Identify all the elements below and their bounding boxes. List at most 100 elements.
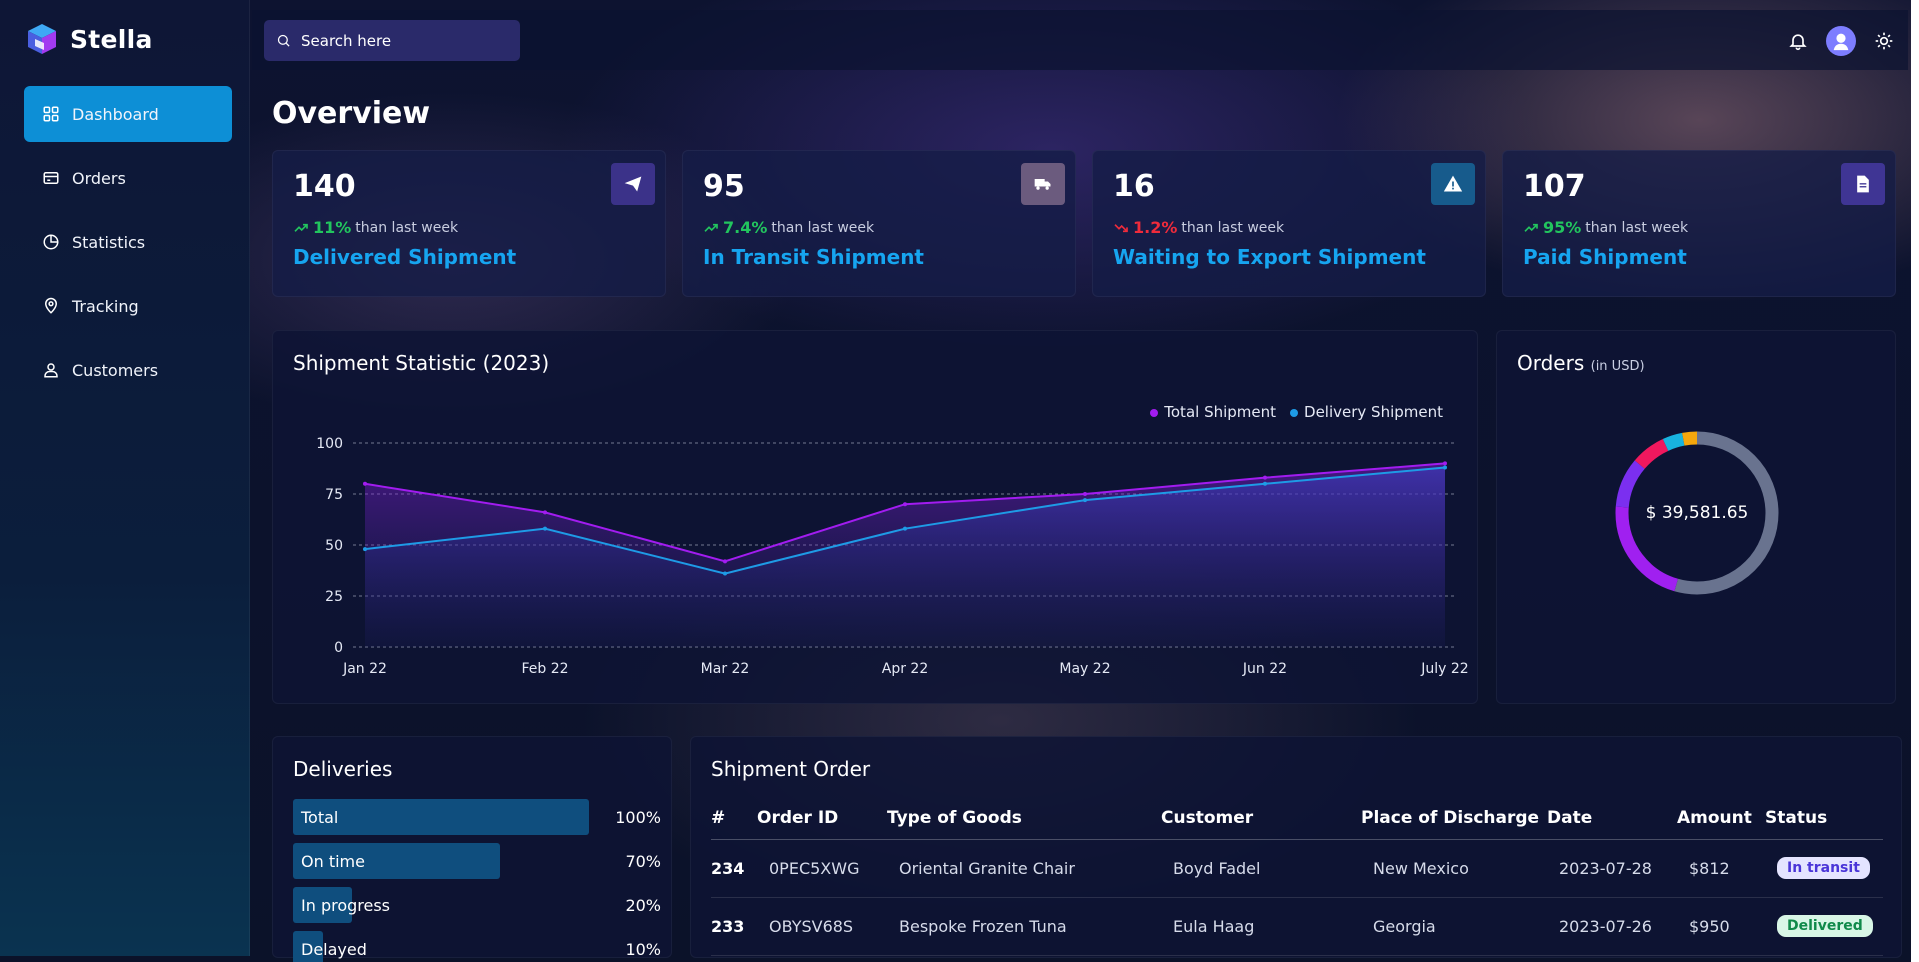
delivery-label: In progress (301, 896, 391, 915)
bell-icon[interactable] (1788, 31, 1808, 51)
delivery-percent: 20% (625, 896, 661, 915)
window-edge (1911, 0, 1919, 962)
delivery-percent: 100% (615, 808, 661, 827)
kpi-card-paid[interactable]: 107 95% than last week Paid Shipment (1502, 150, 1896, 297)
data-point[interactable] (1263, 481, 1267, 486)
kpi-card-in-transit[interactable]: 95 7.4% than last week In Transit Shipme… (682, 150, 1076, 297)
kpi-suffix: than last week (771, 219, 875, 236)
data-point[interactable] (543, 526, 547, 531)
data-point[interactable] (723, 571, 727, 576)
data-point[interactable] (363, 481, 367, 486)
x-tick-label: Jun 22 (1242, 661, 1287, 677)
trend-down-icon (1114, 223, 1128, 232)
data-point[interactable] (903, 526, 907, 531)
search-box[interactable] (264, 20, 520, 61)
col-header[interactable]: Status (1765, 797, 1883, 840)
kpi-card-delivered[interactable]: 140 11% than last week Delivered Shipmen… (272, 150, 666, 297)
y-tick-label: 25 (325, 589, 343, 605)
sidebar-item-dashboard[interactable]: Dashboard (24, 86, 232, 142)
app-name: Stella (70, 24, 153, 54)
shipment-order-table: # Order ID Type of Goods Customer Place … (711, 797, 1883, 956)
cell-order-id: 0PEC5XWG (757, 839, 887, 898)
kpi-icon-box (1431, 163, 1475, 205)
cell-place: Georgia (1361, 897, 1547, 956)
kpi-icon-box (1841, 163, 1885, 205)
kpi-row: 140 11% than last week Delivered Shipmen… (272, 150, 1896, 297)
col-header[interactable]: Place of Discharge (1361, 797, 1547, 840)
sidebar-item-tracking[interactable]: Tracking (24, 278, 232, 334)
status-badge: Delivered (1777, 915, 1873, 937)
sidebar-item-customers[interactable]: Customers (24, 342, 232, 398)
chart-legend: Total Shipment Delivery Shipment (1150, 403, 1443, 421)
kpi-card-waiting-export[interactable]: 16 1.2% than last week Waiting to Export… (1092, 150, 1486, 297)
delivery-label: Total (301, 808, 339, 827)
data-point[interactable] (1083, 498, 1087, 503)
data-point[interactable] (1443, 465, 1447, 470)
chart-title: Shipment Statistic (2023) (293, 351, 550, 375)
table-row[interactable]: 234 0PEC5XWG Oriental Granite Chair Boyd… (711, 839, 1883, 898)
data-point[interactable] (903, 502, 907, 507)
kpi-trend: 7.4% than last week (703, 218, 1055, 237)
legend-label: Total Shipment (1164, 403, 1277, 421)
donut-slice[interactable] (1615, 431, 1779, 595)
delivery-row: In progress 20% (293, 887, 661, 923)
y-tick-label: 0 (334, 640, 343, 656)
avatar[interactable] (1826, 26, 1856, 56)
kpi-value: 16 (1113, 169, 1155, 204)
orders-title: Orders (in USD) (1517, 351, 1645, 375)
col-header[interactable]: Type of Goods (887, 797, 1161, 840)
shipment-order-title: Shipment Order (711, 757, 871, 781)
x-tick-label: Apr 22 (882, 661, 928, 677)
delivery-percent: 10% (625, 940, 661, 959)
kpi-percent: 11% (313, 218, 352, 237)
kpi-icon-box (1021, 163, 1065, 205)
col-header[interactable]: Date (1547, 797, 1677, 840)
donut-slice[interactable] (1615, 431, 1779, 595)
kpi-value: 95 (703, 169, 745, 204)
data-point[interactable] (363, 547, 367, 552)
deliveries-title: Deliveries (293, 757, 393, 781)
delivery-row: Total 100% (293, 799, 661, 835)
col-header[interactable]: # (711, 797, 757, 840)
data-point[interactable] (1083, 492, 1087, 496)
col-header[interactable]: Order ID (757, 797, 887, 840)
cell-amount: $812 (1677, 839, 1765, 898)
kpi-percent: 1.2% (1133, 218, 1178, 237)
search-input[interactable] (301, 31, 511, 50)
kpi-trend: 95% than last week (1523, 218, 1875, 237)
sidebar-item-label: Customers (72, 360, 159, 380)
shipment-order-panel: Shipment Order # Order ID Type of Goods … (690, 736, 1902, 958)
kpi-percent: 7.4% (723, 218, 768, 237)
kpi-icon-box (611, 163, 655, 205)
orders-total: $ 39,581.65 (1645, 503, 1749, 523)
kpi-label: Paid Shipment (1523, 245, 1687, 269)
cell-num: 234 (711, 839, 757, 898)
app-logo[interactable]: Stella (26, 22, 153, 56)
data-point[interactable] (1263, 475, 1267, 480)
table-header-row: # Order ID Type of Goods Customer Place … (711, 797, 1883, 840)
cell-order-id: OBYSV68S (757, 897, 887, 956)
shipment-line-chart: 0 25 50 75 100 Jan 22 Feb 22 Mar 22 Apr 22 May 2… (316, 436, 1468, 677)
data-point[interactable] (543, 510, 547, 515)
legend-item-delivery[interactable]: Delivery Shipment (1290, 403, 1443, 421)
location-pin-icon (44, 297, 58, 314)
delivery-row: Delayed 10% (293, 931, 661, 962)
kpi-label: Waiting to Export Shipment (1113, 245, 1426, 269)
table-row[interactable]: 233 OBYSV68S Bespoke Frozen Tuna Eula Ha… (711, 897, 1883, 956)
sidebar-item-statistics[interactable]: Statistics (24, 214, 232, 270)
kpi-value: 107 (1523, 169, 1586, 204)
paper-plane-icon (624, 176, 642, 192)
data-point[interactable] (723, 559, 727, 564)
trend-up-icon (704, 223, 718, 232)
sidebar: Stella Dashboard Orders Statistics Track… (0, 0, 250, 956)
legend-item-total[interactable]: Total Shipment (1150, 403, 1276, 421)
col-header[interactable]: Customer (1161, 797, 1361, 840)
orders-donut-chart (1615, 431, 1779, 595)
col-header[interactable]: Amount (1677, 797, 1765, 840)
sidebar-item-orders[interactable]: Orders (24, 150, 232, 206)
sun-icon[interactable] (1874, 31, 1894, 51)
page-title: Overview (272, 96, 431, 131)
top-bar (252, 10, 1908, 70)
kpi-suffix: than last week (1181, 219, 1285, 236)
data-point[interactable] (1443, 461, 1447, 466)
